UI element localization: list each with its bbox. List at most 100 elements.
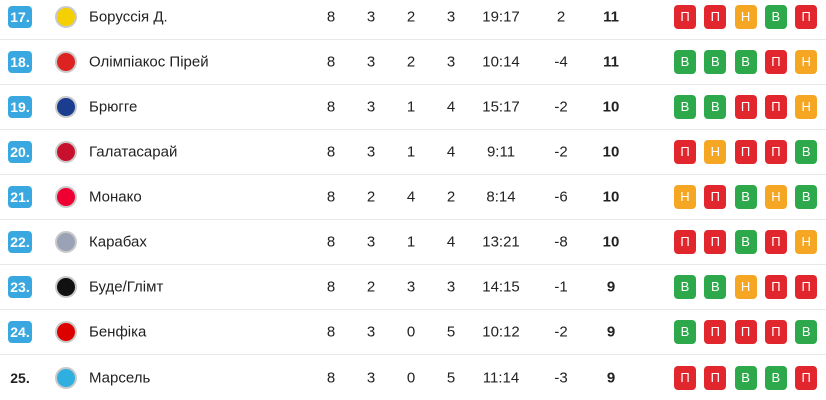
losses-cell: 3 (446, 278, 456, 296)
form-result: В (704, 275, 727, 299)
goals-cell: 14:15 (482, 278, 520, 296)
team-name: Буде/Глімт (89, 278, 164, 296)
wins-cell: 3 (366, 8, 376, 26)
team-logo (55, 366, 77, 389)
played-cell: 8 (326, 8, 336, 26)
table-row: 25. Марсель 8 3 0 5 11:14 -3 9 П П В В П (0, 355, 826, 400)
form-result: Н (704, 140, 727, 164)
form-result: В (734, 50, 757, 74)
form-result: П (764, 50, 787, 74)
team-name: Монако (89, 188, 142, 206)
points-cell: 11 (603, 53, 619, 71)
form-result: В (795, 320, 818, 344)
form-result: П (734, 320, 757, 344)
wins-cell: 3 (366, 369, 376, 386)
diff-cell: -2 (554, 143, 568, 161)
points-cell: 9 (606, 278, 616, 296)
team-logo (55, 141, 77, 163)
draws-cell: 0 (406, 369, 416, 386)
points-cell: 10 (602, 98, 620, 116)
wins-cell: 3 (366, 143, 376, 161)
team-name: Карабах (89, 233, 147, 251)
diff-cell: -4 (554, 53, 568, 71)
played-cell: 8 (326, 98, 336, 116)
table-row: 17. Боруссія Д. 8 3 2 3 19:17 2 11 П П Н В П (0, 0, 826, 40)
table-row: 21. Монако 8 2 4 2 8:14 -6 10 Н П В Н В (0, 175, 826, 220)
goals-cell: 19:17 (482, 8, 520, 26)
wins-cell: 3 (366, 53, 376, 71)
form-result: Н (674, 185, 696, 209)
team-name: Галатасарай (89, 143, 178, 161)
points-cell: 11 (603, 8, 619, 26)
position-badge: 23. (8, 276, 32, 298)
team-logo (55, 6, 77, 28)
points-cell: 9 (606, 369, 616, 386)
wins-cell: 3 (366, 98, 376, 116)
diff-cell: -2 (554, 323, 568, 341)
position-badge: 17. (8, 6, 32, 28)
wins-cell: 2 (366, 278, 376, 296)
position-badge: 22. (8, 231, 32, 253)
form-result: Н (734, 5, 757, 29)
losses-cell: 4 (446, 143, 456, 161)
form-result: П (674, 230, 696, 254)
form-result: В (674, 95, 696, 119)
form-result: П (704, 365, 727, 390)
form-result: П (764, 95, 787, 119)
team-name: Боруссія Д. (89, 8, 168, 26)
played-cell: 8 (326, 143, 336, 161)
form-result: В (764, 5, 787, 29)
form-result: В (764, 365, 787, 390)
form-result: П (704, 320, 727, 344)
form-result: П (764, 320, 787, 344)
form-result: Н (795, 95, 818, 119)
position-badge: 20. (8, 141, 32, 163)
form-result: П (734, 140, 757, 164)
wins-cell: 2 (366, 188, 376, 206)
losses-cell: 4 (446, 233, 456, 251)
form-result: П (764, 140, 787, 164)
form-result: В (795, 185, 818, 209)
goals-cell: 10:14 (482, 53, 520, 71)
form-result: Н (764, 185, 787, 209)
table-row: 24. Бенфіка 8 3 0 5 10:12 -2 9 В П П П В (0, 310, 826, 355)
draws-cell: 1 (406, 233, 416, 251)
form-result: П (764, 275, 787, 299)
points-cell: 9 (606, 323, 616, 341)
played-cell: 8 (326, 369, 336, 386)
team-logo (55, 276, 77, 298)
form-result: П (795, 5, 818, 29)
draws-cell: 4 (406, 188, 416, 206)
form-result: В (674, 50, 696, 74)
played-cell: 8 (326, 233, 336, 251)
diff-cell: -1 (554, 278, 568, 296)
team-logo (55, 321, 77, 343)
position-badge: 24. (8, 321, 32, 343)
form-result: П (704, 230, 727, 254)
goals-cell: 13:21 (482, 233, 520, 251)
form-result: П (674, 5, 696, 29)
team-logo (55, 231, 77, 253)
form-result: В (704, 50, 727, 74)
form-result: П (764, 230, 787, 254)
diff-cell: 2 (556, 8, 566, 26)
table-row: 18. Олімпіакос Пірей 8 3 2 3 10:14 -4 11 В В В П Н (0, 40, 826, 85)
team-name: Олімпіакос Пірей (89, 53, 209, 71)
team-logo (55, 51, 77, 73)
points-cell: 10 (602, 188, 620, 206)
form-result: В (674, 275, 696, 299)
form-result: В (674, 320, 696, 344)
form-result: П (795, 365, 818, 390)
form-result: Н (795, 50, 818, 74)
team-logo (55, 96, 77, 118)
position-badge: 19. (8, 96, 32, 118)
diff-cell: -8 (554, 233, 568, 251)
goals-cell: 10:12 (482, 323, 520, 341)
form-result: П (704, 5, 727, 29)
goals-cell: 11:14 (482, 369, 520, 386)
points-cell: 10 (602, 143, 620, 161)
diff-cell: -3 (554, 369, 568, 386)
form-result: В (734, 185, 757, 209)
table-row: 22. Карабах 8 3 1 4 13:21 -8 10 П П В П Н (0, 220, 826, 265)
